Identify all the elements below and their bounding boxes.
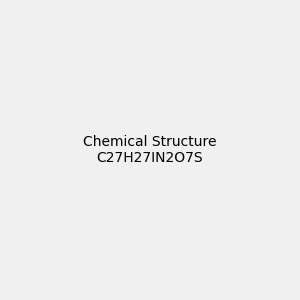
Text: Chemical Structure
C27H27IN2O7S: Chemical Structure C27H27IN2O7S	[83, 135, 217, 165]
